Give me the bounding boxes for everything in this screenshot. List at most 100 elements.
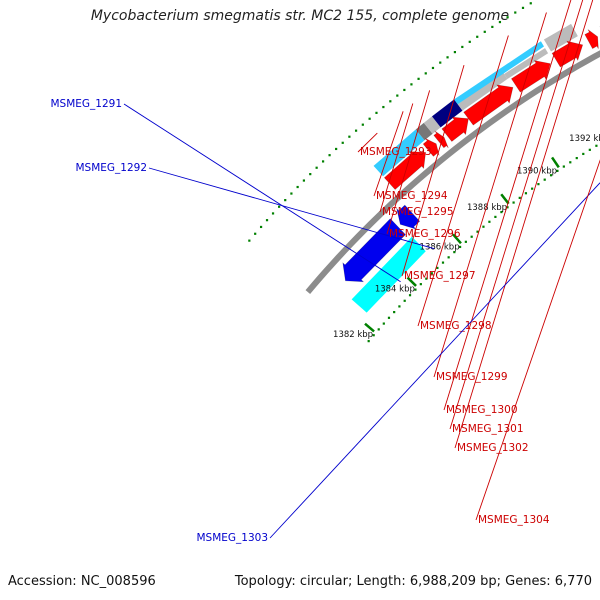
gene-arrow-msmeg-1292[interactable]: MSMEG_1292 [396, 204, 421, 230]
scale-tick [364, 322, 375, 333]
scale-tick [406, 276, 417, 287]
gene-arrow-msmeg-1298[interactable]: MSMEG_1298 [510, 60, 551, 93]
inner-rail-dot [441, 261, 445, 264]
feature-block-darkgray [415, 122, 433, 141]
scale-tick [452, 233, 462, 245]
feature-block-lightblue [454, 41, 544, 105]
inner-rail-dot [447, 256, 450, 259]
inner-rail-dot [414, 288, 417, 291]
outer-rail-dot [375, 111, 378, 114]
inner-rail-dot [549, 174, 553, 177]
length-value: 6,988,209 bp [409, 574, 497, 589]
gene-arrows: MSMEG_1291MSMEG_1292MSMEG_1293MSMEG_1294… [342, 26, 600, 283]
label-leader-msmeg-1293 [357, 132, 378, 153]
label-leader-msmeg-1304 [475, 159, 600, 521]
outer-rail-dot [529, 2, 532, 5]
gene-label-msmeg-1295[interactable]: MSMEG_1295 [382, 206, 454, 218]
inner-rail-dot [430, 272, 433, 275]
label-leader-msmeg-1302 [454, 0, 594, 449]
inner-rail-dot [524, 192, 528, 195]
gene-arrow-msmeg-1296[interactable]: MSMEG_1296 [441, 116, 469, 142]
gene-label-msmeg-1294[interactable]: MSMEG_1294 [376, 190, 448, 202]
outer-rail-dot [259, 225, 263, 229]
gene-arrow-msmeg-1297[interactable]: MSMEG_1297 [463, 84, 514, 126]
outer-rail-dot [315, 166, 318, 169]
gene-label-msmeg-1297[interactable]: MSMEG_1297 [404, 270, 476, 282]
inner-rail-dot [537, 183, 540, 186]
gene-label-msmeg-1301[interactable]: MSMEG_1301 [452, 423, 524, 435]
gene-arrow-msmeg-1300[interactable]: MSMEG_1300 [584, 29, 599, 49]
gene-arrow-msmeg-1293[interactable]: MSMEG_1293 [383, 151, 427, 190]
gene-label-msmeg-1298[interactable]: MSMEG_1298 [420, 320, 492, 332]
gene-label-msmeg-1296[interactable]: MSMEG_1296 [389, 228, 461, 240]
inner-rail-dot [482, 225, 485, 228]
gene-label-msmeg-1291[interactable]: MSMEG_1291 [50, 98, 122, 110]
gene-arrow-msmeg-1295[interactable]: MSMEG_1295 [433, 130, 449, 149]
inner-rail-dot [582, 152, 585, 156]
scale-tick-label: 1384 kbp [375, 285, 415, 295]
scale-tick [551, 156, 560, 169]
inner-rail-dot [575, 156, 578, 160]
outer-rail-dot [506, 16, 509, 19]
outer-rail-dot [382, 105, 385, 109]
label-leader-msmeg-1295 [379, 103, 414, 213]
outer-rail-dot [309, 173, 312, 176]
outer-rail-dot [284, 199, 287, 202]
inner-rail-dot [408, 294, 412, 297]
inner-rail-dot [476, 230, 479, 233]
outer-rail-dot [361, 123, 364, 126]
backbone-line [305, 50, 600, 295]
inner-rail-dot [543, 178, 546, 181]
genome-backbone [305, 50, 600, 295]
inner-rail-dot [494, 215, 497, 219]
label-leader-msmeg-1298 [417, 35, 509, 327]
outer-rail-dot [498, 20, 502, 24]
gene-label-msmeg-1293[interactable]: MSMEG_1293 [360, 146, 432, 158]
inner-rail-dot [403, 299, 406, 302]
outer-rail-dot [296, 185, 299, 189]
inner-rail-dot [562, 165, 565, 168]
scale-ticks: 1382 kbp 1384 kbp 1386 kbp 1388 kbp 1390 kbp… [333, 134, 600, 340]
outer-rail-dot [302, 179, 306, 182]
gene-label-msmeg-1304[interactable]: MSMEG_1304 [478, 514, 550, 526]
feature-block-gray [457, 72, 508, 111]
gene-label-msmeg-1292[interactable]: MSMEG_1292 [75, 162, 147, 174]
inner-rail-dot [569, 161, 572, 164]
inner-rail-dot [377, 328, 380, 331]
inner-rail-dot [398, 305, 401, 308]
scale-tick-label: 1388 kbp [467, 203, 507, 213]
gene-label-msmeg-1299[interactable]: MSMEG_1299 [436, 371, 508, 383]
label-leader-msmeg-1300 [443, 0, 572, 411]
outer-rail-dot [248, 239, 251, 242]
gene-label-msmeg-1302[interactable]: MSMEG_1302 [457, 442, 529, 454]
scale-tick-label: 1382 kbp [333, 330, 373, 340]
label-leader-msmeg-1292 [148, 167, 435, 250]
accession-info: Accession: NC_008596 [8, 574, 156, 589]
map-title: Mycobacterium smegmatis str. MC2 155, co… [90, 8, 510, 24]
gene-arrow-msmeg-1291[interactable]: MSMEG_1291 [342, 218, 406, 283]
outer-rail-dot [278, 205, 281, 208]
outer-rail-dot [265, 219, 269, 222]
gene-label-msmeg-1300[interactable]: MSMEG_1300 [446, 404, 518, 416]
inner-rail-dot [556, 169, 559, 172]
inner-rail-dot [595, 144, 598, 147]
outer-rail-dot [368, 117, 371, 120]
outer-rail-dot [521, 6, 525, 9]
inner-rail-dot [531, 187, 534, 190]
outer-rail-dot [514, 11, 517, 14]
inner-rail-dot [488, 220, 491, 223]
gene-label-msmeg-1303[interactable]: MSMEG_1303 [196, 532, 268, 544]
inner-rail-dot [367, 340, 370, 343]
feature-block-lightblue [373, 129, 425, 177]
outer-rail-dot [354, 129, 358, 132]
inner-rail-dot [470, 235, 473, 238]
label-leader-msmeg-1291 [123, 103, 401, 283]
label-leader-msmeg-1297 [401, 64, 465, 277]
outer-rail-dot [271, 212, 275, 215]
label-leader-msmeg-1299 [433, 12, 547, 378]
outer-rail-dot [341, 141, 344, 144]
outer-rail-dot [348, 135, 351, 138]
label-leader-msmeg-1301 [449, 0, 584, 430]
inner-rail-dot [393, 310, 396, 314]
